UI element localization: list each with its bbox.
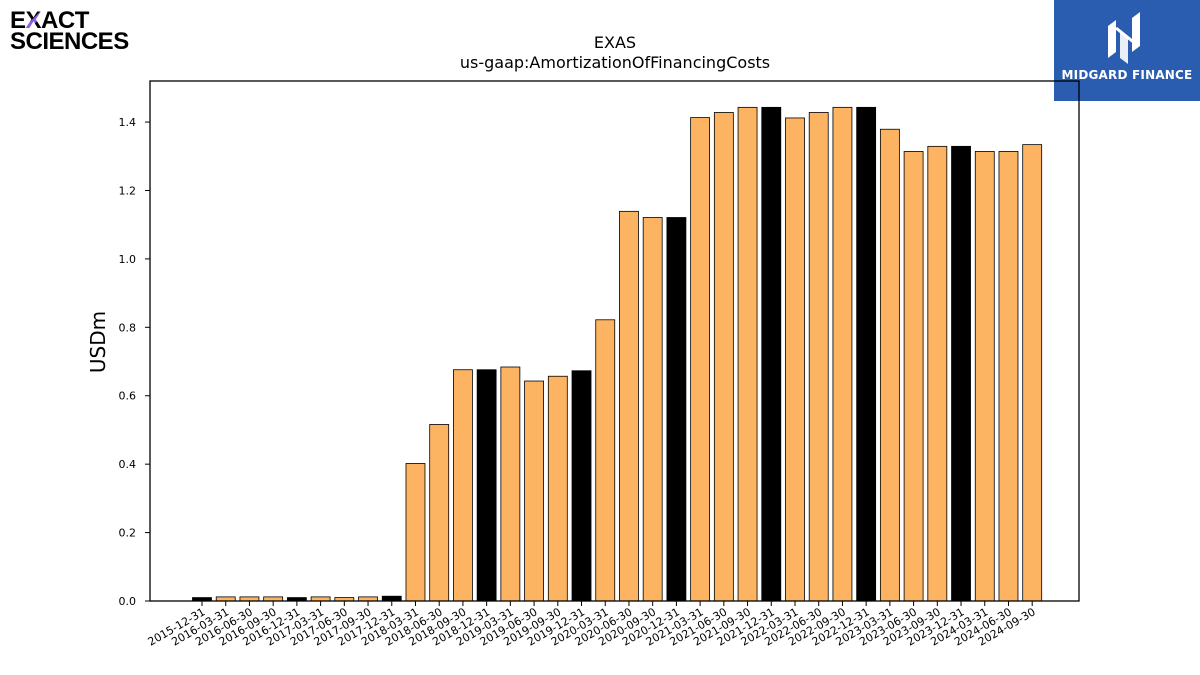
bars-group (192, 106, 1043, 602)
y-ticks-group: 0.0 0.2 0.4 0.6 0.8 1.0 1.2 1.4 (119, 116, 150, 608)
bar-2020-09-30 (642, 217, 663, 602)
bar-2021-12-31 (761, 106, 782, 602)
exact-sciences-logo: EXACT SCIENCES (10, 7, 140, 55)
logo-line-2: SCIENCES (10, 28, 129, 55)
bar-2020-06-30 (619, 210, 639, 602)
bar-2024-03-31 (974, 151, 995, 602)
bar-2023-06-30 (903, 151, 924, 602)
bar-2024-06-30 (998, 151, 1019, 602)
plot-frame (149, 80, 1080, 602)
y-tick-label: 0.0 (119, 595, 137, 608)
logo-x-letter: X (25, 7, 42, 34)
bar-2022-03-31 (785, 117, 805, 602)
logo-letters: ACT (41, 7, 89, 34)
midgard-brand-text: MIDGARD FINANCE (1061, 68, 1193, 82)
y-tick-label: 0.6 (119, 390, 137, 403)
bar-2017-12-31 (381, 595, 402, 602)
bar-2018-12-31 (476, 369, 497, 602)
bar-2023-12-31 (951, 145, 971, 602)
midgard-mark-icon (1108, 12, 1140, 64)
bar-2019-03-31 (500, 366, 521, 602)
bar-2020-03-31 (595, 319, 616, 602)
bar-2023-03-31 (879, 128, 900, 602)
logo-letters: E (10, 7, 26, 34)
bar-2019-09-30 (547, 375, 568, 602)
bar-2022-12-31 (856, 106, 877, 602)
x-ticks-group: 2015-12-312016-03-312016-06-302016-09-30… (146, 601, 1038, 649)
bar-2019-12-31 (571, 370, 592, 602)
bar-2022-06-30 (808, 112, 829, 602)
bar-2020-12-31 (666, 217, 687, 602)
bar-2019-06-30 (524, 380, 544, 602)
y-tick-label: 0.4 (119, 458, 137, 471)
y-axis-label: USDm (86, 311, 110, 373)
bar-2018-03-31 (405, 463, 426, 602)
chart-subtitle: us-gaap:AmortizationOfFinancingCosts (460, 53, 770, 72)
logo-line-1: EXACT (10, 7, 89, 34)
y-tick-label: 0.2 (119, 527, 137, 540)
y-tick-label: 0.8 (119, 321, 137, 334)
bar-2023-09-30 (927, 145, 948, 602)
y-tick-label: 1.0 (119, 253, 137, 266)
bar-2022-09-30 (832, 106, 853, 602)
y-tick-label: 1.2 (119, 184, 137, 197)
bar-2021-03-31 (690, 117, 711, 602)
bar-2021-06-30 (713, 112, 734, 602)
bar-2018-06-30 (429, 424, 450, 602)
bar-2018-09-30 (453, 369, 473, 602)
bar-2021-09-30 (737, 106, 758, 602)
midgard-finance-logo: MIDGARD FINANCE (1054, 0, 1200, 101)
chart-title: EXAS (594, 33, 636, 52)
bar-2024-09-30 (1022, 144, 1043, 602)
y-tick-label: 1.4 (119, 116, 137, 129)
